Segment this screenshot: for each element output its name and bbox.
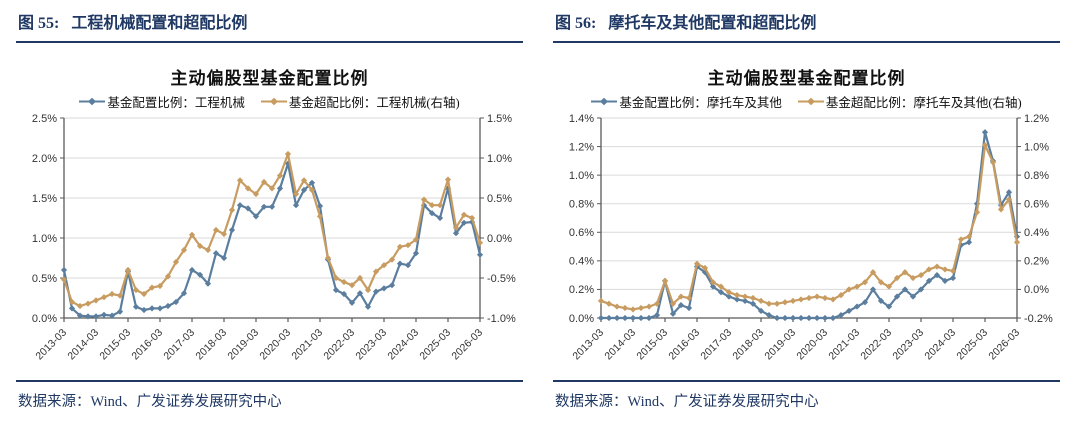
svg-text:-1.0%: -1.0% — [487, 313, 516, 325]
svg-text:2018-03: 2018-03 — [193, 327, 229, 363]
legend-label-overweight-55: 基金超配比例：工程机械(右轴) — [288, 95, 460, 110]
svg-text:2015-03: 2015-03 — [97, 327, 133, 363]
svg-text:2013-03: 2013-03 — [570, 327, 606, 363]
svg-text:2023-03: 2023-03 — [890, 327, 926, 363]
line-diamond-marker-icon — [591, 97, 618, 105]
figure-55-chart-block: 主动偏股型基金配置比例 基金配置比例：工程机械 基金超配比例：工程机械(右轴) — [16, 64, 523, 378]
svg-text:0.6%: 0.6% — [1024, 199, 1049, 211]
legend-item-overweight-56: 基金超配比例：摩托车及其他(右轴) — [797, 92, 1022, 111]
svg-text:0.2%: 0.2% — [1024, 256, 1049, 268]
svg-text:0.0%: 0.0% — [1024, 284, 1049, 296]
legend-label-overweight-56: 基金超配比例：摩托车及其他(右轴) — [825, 95, 1022, 110]
figure-56-header: 图 56: 摩托车及其他配置和超配比例 — [553, 6, 1060, 43]
figure-56-number: 图 56: — [555, 15, 597, 32]
svg-text:1.0%: 1.0% — [569, 170, 594, 182]
svg-text:1.5%: 1.5% — [32, 193, 57, 205]
legend-55: 基金配置比例：工程机械 基金超配比例：工程机械(右轴) — [16, 92, 523, 110]
svg-text:2.0%: 2.0% — [32, 153, 57, 165]
figure-56-panel: 图 56: 摩托车及其他配置和超配比例 主动偏股型基金配置比例 基金配置比例：摩… — [553, 6, 1060, 411]
svg-text:2019-03: 2019-03 — [762, 327, 798, 363]
svg-text:2020-03: 2020-03 — [794, 327, 830, 363]
svg-text:-0.2%: -0.2% — [1024, 313, 1053, 325]
line-diamond-marker-icon — [260, 97, 287, 105]
svg-text:2016-03: 2016-03 — [129, 327, 165, 363]
svg-text:0.0%: 0.0% — [569, 313, 594, 325]
svg-text:2020-03: 2020-03 — [257, 327, 293, 363]
svg-text:2026-03: 2026-03 — [449, 327, 485, 363]
svg-text:1.0%: 1.0% — [487, 153, 512, 165]
svg-text:1.2%: 1.2% — [569, 141, 594, 153]
svg-text:0.6%: 0.6% — [569, 227, 594, 239]
svg-text:2024-03: 2024-03 — [385, 327, 421, 363]
figure-56-chart-block: 主动偏股型基金配置比例 基金配置比例：摩托车及其他 基金超配比例：摩托车及其他(… — [553, 64, 1060, 378]
dual-axis-line-chart-55: 0.0% 0.5% 1.0% 1.5% 2.0% 2.5% -1.0% -0.5% 0.0% 0.… — [32, 113, 516, 363]
legend-56: 基金配置比例：摩托车及其他 基金超配比例：摩托车及其他(右轴) — [553, 92, 1060, 110]
svg-text:2014-03: 2014-03 — [65, 327, 101, 363]
svg-text:0.4%: 0.4% — [569, 256, 594, 268]
source-text-56: 数据来源：Wind、广发证券发展研究中心 — [555, 394, 819, 410]
legend-item-allocation-55: 基金配置比例：工程机械 — [79, 92, 245, 111]
figure-55-panel: 图 55: 工程机械配置和超配比例 主动偏股型基金配置比例 基金配置比例：工程机… — [16, 6, 523, 411]
source-text-55: 数据来源：Wind、广发证券发展研究中心 — [18, 394, 282, 410]
svg-text:0.5%: 0.5% — [487, 193, 512, 205]
svg-text:0.0%: 0.0% — [487, 233, 512, 245]
svg-text:0.8%: 0.8% — [1024, 170, 1049, 182]
svg-text:0.0%: 0.0% — [32, 313, 57, 325]
svg-text:0.5%: 0.5% — [32, 273, 57, 285]
svg-text:2026-03: 2026-03 — [986, 327, 1022, 363]
svg-text:2022-03: 2022-03 — [858, 327, 894, 363]
figure-55-title: 工程机械配置和超配比例 — [71, 15, 248, 32]
legend-label-allocation-55: 基金配置比例：工程机械 — [107, 95, 245, 110]
figure-55-number: 图 55: — [18, 15, 60, 32]
line-diamond-marker-icon — [79, 97, 106, 105]
svg-text:2016-03: 2016-03 — [666, 327, 702, 363]
svg-text:1.4%: 1.4% — [569, 113, 594, 125]
dual-axis-line-chart-56: 0.0% 0.2% 0.4% 0.6% 0.8% 1.0% 1.2% 1.4% -0.2% 0.0… — [569, 113, 1053, 363]
legend-item-overweight-55: 基金超配比例：工程机械(右轴) — [260, 92, 460, 111]
svg-text:1.5%: 1.5% — [487, 113, 512, 125]
svg-text:2022-03: 2022-03 — [321, 327, 357, 363]
legend-label-allocation-56: 基金配置比例：摩托车及其他 — [619, 95, 782, 110]
svg-text:2014-03: 2014-03 — [602, 327, 638, 363]
chart-title-56: 主动偏股型基金配置比例 — [707, 69, 906, 88]
svg-text:2018-03: 2018-03 — [730, 327, 766, 363]
figure-56-footer: 数据来源：Wind、广发证券发展研究中心 — [553, 380, 1060, 411]
svg-text:2017-03: 2017-03 — [698, 327, 734, 363]
figure-55-footer: 数据来源：Wind、广发证券发展研究中心 — [16, 380, 523, 411]
svg-text:1.2%: 1.2% — [1024, 113, 1049, 125]
svg-text:2.5%: 2.5% — [32, 113, 57, 125]
svg-text:0.4%: 0.4% — [1024, 227, 1049, 239]
figure-55-header: 图 55: 工程机械配置和超配比例 — [16, 6, 523, 43]
svg-text:2025-03: 2025-03 — [417, 327, 453, 363]
svg-text:2017-03: 2017-03 — [161, 327, 197, 363]
legend-item-allocation-56: 基金配置比例：摩托车及其他 — [591, 92, 782, 111]
line-diamond-marker-icon — [797, 97, 824, 105]
svg-text:2021-03: 2021-03 — [289, 327, 325, 363]
svg-text:2025-03: 2025-03 — [954, 327, 990, 363]
svg-text:2015-03: 2015-03 — [634, 327, 670, 363]
svg-text:2019-03: 2019-03 — [225, 327, 261, 363]
svg-text:2013-03: 2013-03 — [33, 327, 69, 363]
report-figures-row: 图 55: 工程机械配置和超配比例 主动偏股型基金配置比例 基金配置比例：工程机… — [16, 6, 1060, 411]
svg-text:1.0%: 1.0% — [32, 233, 57, 245]
chart-title-55: 主动偏股型基金配置比例 — [170, 69, 369, 88]
svg-text:1.0%: 1.0% — [1024, 141, 1049, 153]
svg-text:2021-03: 2021-03 — [826, 327, 862, 363]
figure-56-title: 摩托车及其他配置和超配比例 — [608, 15, 817, 32]
svg-text:2023-03: 2023-03 — [353, 327, 389, 363]
svg-text:0.2%: 0.2% — [569, 284, 594, 296]
svg-text:0.8%: 0.8% — [569, 199, 594, 211]
svg-text:2024-03: 2024-03 — [922, 327, 958, 363]
svg-text:-0.5%: -0.5% — [487, 273, 516, 285]
